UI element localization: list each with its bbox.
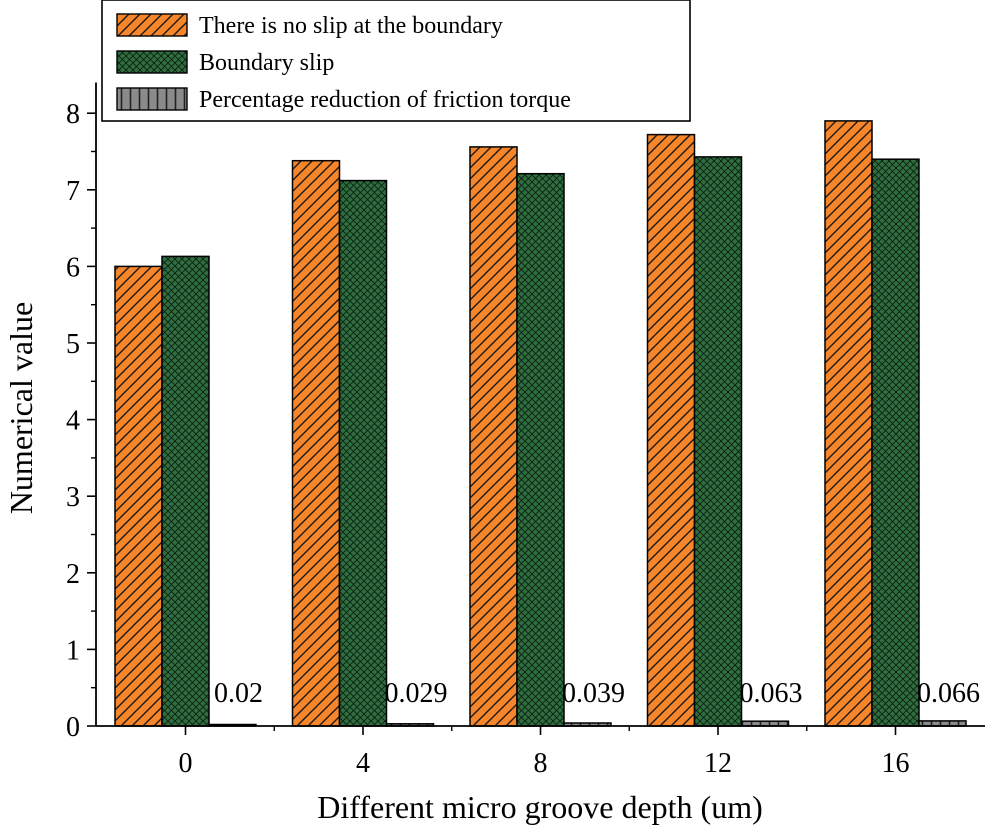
y-tick-label-2: 2 (66, 559, 80, 590)
x-tick-label-16: 16 (882, 748, 910, 779)
y-tick-label-6: 6 (66, 252, 80, 283)
bars-layer (114, 120, 967, 727)
y-tick-label-0: 0 (66, 712, 80, 743)
legend-box (101, 0, 691, 122)
legend: There is no slip at the boundary Boundary… (101, 0, 691, 122)
data-label-0: 0.02 (214, 678, 263, 709)
x-tick-label-4: 4 (356, 748, 370, 779)
legend-label-2: Boundary slip (199, 50, 334, 76)
bar-boundary-slip-8 (516, 172, 565, 727)
y-tick-label-1: 1 (66, 635, 80, 666)
x-tick-label-8: 8 (534, 748, 548, 779)
y-tick-label-4: 4 (66, 406, 80, 437)
legend-swatch-3 (116, 87, 188, 111)
bar-no-slip-12 (646, 133, 696, 727)
y-tick-label-8: 8 (66, 99, 80, 130)
bar-boundary-slip-16 (871, 158, 920, 727)
axes-layer (87, 82, 985, 735)
y-tick-label-7: 7 (66, 176, 80, 207)
bar-no-slip-8 (469, 146, 518, 727)
data-label-12: 0.063 (740, 678, 803, 709)
data-label-8: 0.039 (562, 678, 625, 709)
data-label-16: 0.066 (917, 678, 980, 709)
legend-swatch-1 (116, 13, 188, 37)
legend-label-3: Percentage reduction of friction torque (199, 87, 571, 113)
bar-no-slip-16 (824, 120, 873, 727)
legend-items: There is no slip at the boundary Boundary… (116, 13, 571, 113)
x-tick-label-12: 12 (704, 748, 732, 779)
bar-boundary-slip-12 (693, 156, 743, 727)
x-axis-title: Different micro groove depth (um) (317, 789, 762, 825)
bar-boundary-slip-0 (161, 255, 210, 727)
bar-no-slip-4 (291, 159, 341, 727)
bar-boundary-slip-4 (338, 179, 388, 727)
legend-label-1: There is no slip at the boundary (199, 13, 503, 39)
bar-no-slip-0 (114, 265, 163, 727)
legend-swatch-2 (116, 50, 188, 74)
x-tick-label-0: 0 (179, 748, 193, 779)
y-axis-title: Numerical value (3, 302, 39, 514)
y-tick-label-5: 5 (66, 329, 80, 360)
y-tick-label-3: 3 (66, 482, 80, 513)
data-label-4: 0.029 (385, 678, 448, 709)
